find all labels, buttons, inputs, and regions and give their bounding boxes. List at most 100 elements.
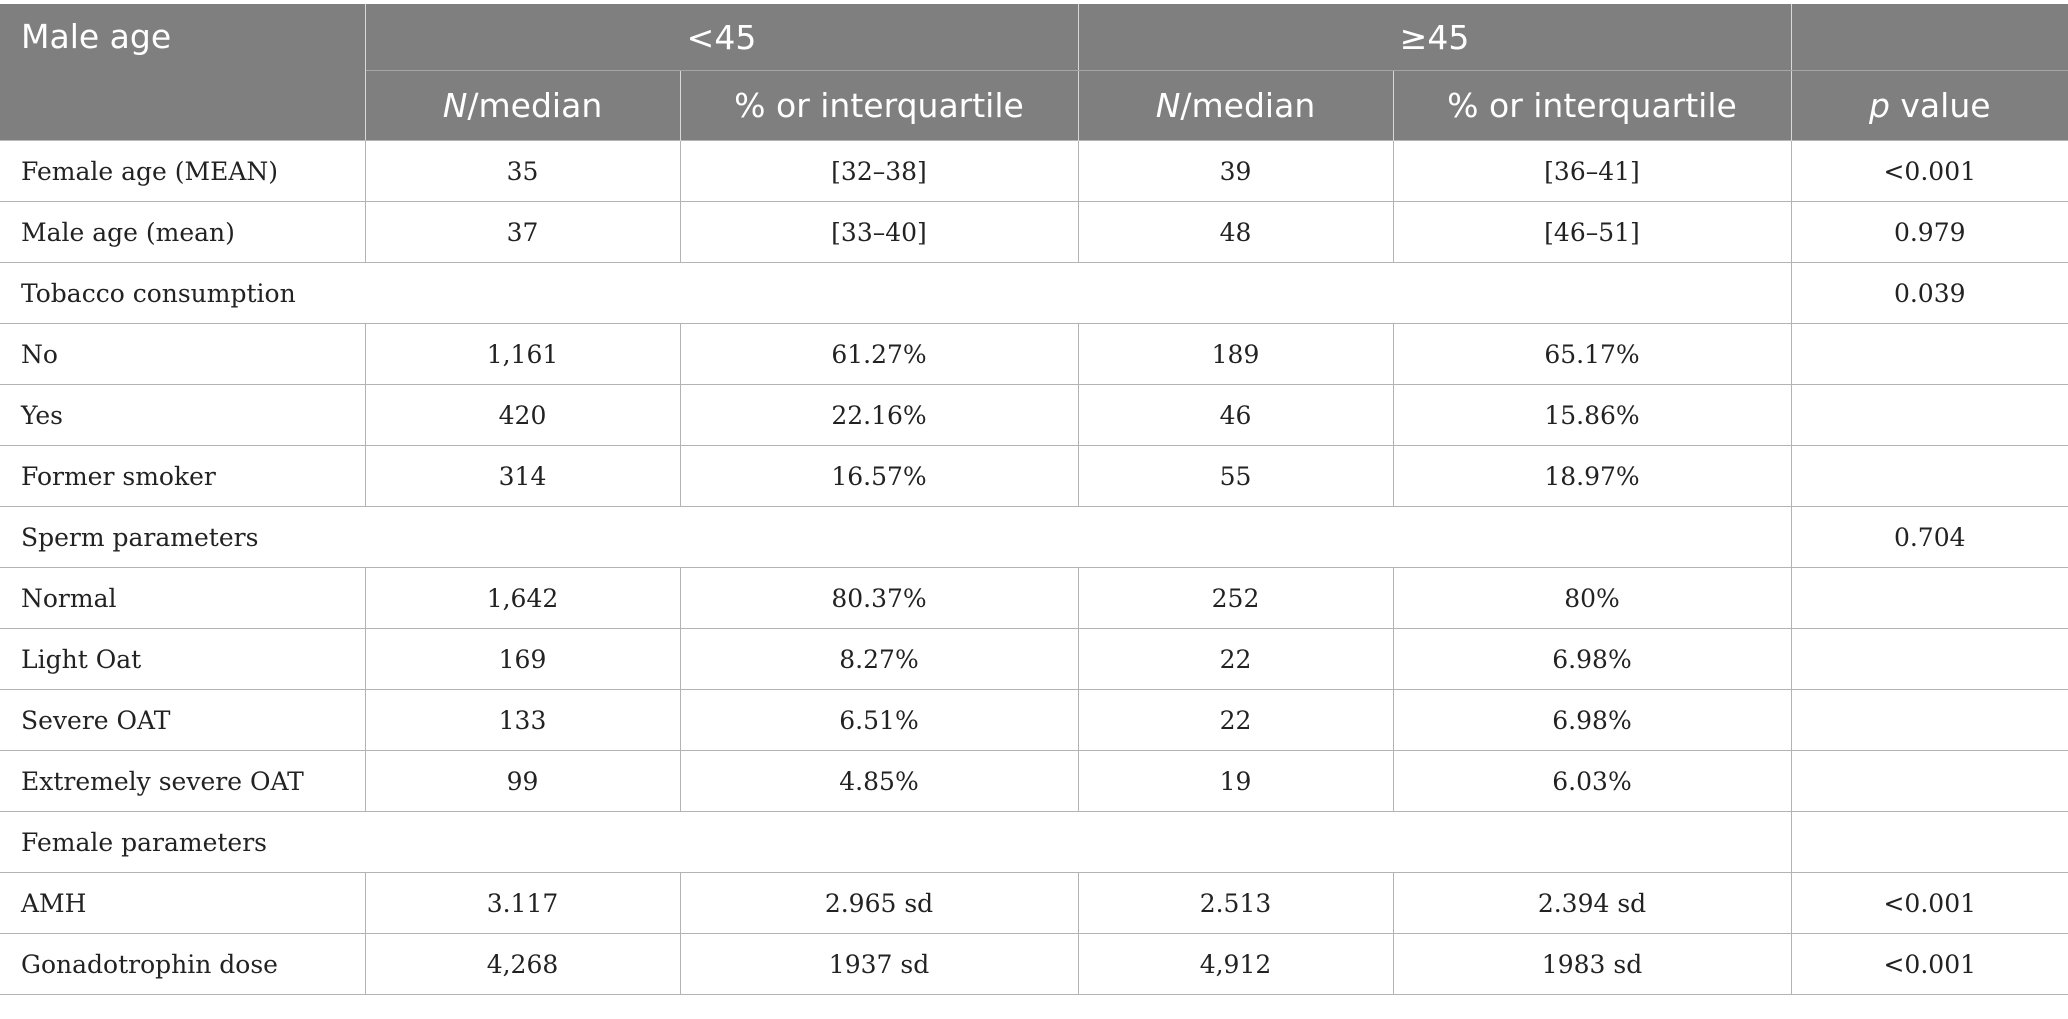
header-male-age: Male age (0, 4, 366, 141)
pct-iqr-ge45-cell: 80% (1392, 567, 1792, 629)
table-row: AMH 3.117 2.965 sd 2.513 2.394 sd <0.001 (0, 872, 2068, 934)
pct-iqr-ge45-cell: 6.98% (1392, 628, 1792, 690)
table-row: Extremely severe OAT 99 4.85% 19 6.03% (0, 750, 2068, 812)
p-value-cell (1790, 811, 2068, 873)
header-row-columns: N/median % or interquartile N/median % o… (0, 70, 2068, 141)
pct-iqr-lt45-cell: 6.51% (679, 689, 1079, 751)
row-label: No (0, 323, 366, 385)
n-median-lt45-cell: 169 (364, 628, 681, 690)
header-group-ge45: ≥45 (1077, 4, 1792, 71)
table-row: Former smoker 314 16.57% 55 18.97% (0, 445, 2068, 507)
n-median-lt45-cell: 37 (364, 201, 681, 263)
pct-iqr-ge45-cell: 2.394 sd (1392, 872, 1792, 934)
header-row-groups: Male age <45 ≥45 (0, 4, 2068, 141)
header-n-italic: N (442, 86, 468, 125)
row-label: Yes (0, 384, 366, 446)
n-median-lt45-cell: 420 (364, 384, 681, 446)
pct-iqr-ge45-cell: [36–41] (1392, 140, 1792, 202)
data-table-container: Male age <45 ≥45 N/median % or interquar… (0, 4, 2068, 995)
pct-iqr-lt45-cell: 16.57% (679, 445, 1079, 507)
pct-iqr-lt45-cell: 80.37% (679, 567, 1079, 629)
table-row: Light Oat 169 8.27% 22 6.98% (0, 628, 2068, 690)
header-p-value: p value (1790, 70, 2068, 141)
p-value-cell: <0.001 (1790, 933, 2068, 995)
pct-iqr-lt45-cell: 2.965 sd (679, 872, 1079, 934)
table-row: Female parameters (0, 811, 2068, 873)
table-body: Female age (MEAN) 35 [32–38] 39 [36–41] <0.00… (0, 140, 2068, 995)
p-value-cell (1790, 689, 2068, 751)
n-median-ge45-cell: 19 (1077, 750, 1394, 812)
table-row: Female age (MEAN) 35 [32–38] 39 [36–41] <0.00… (0, 140, 2068, 202)
table-row: Severe OAT 133 6.51% 22 6.98% (0, 689, 2068, 751)
header-median-text: /median (467, 86, 603, 125)
header-pct-iqr-ge45: % or interquartile (1392, 70, 1792, 141)
table-row: Sperm parameters 0.704 (0, 506, 2068, 568)
table-row: Tobacco consumption 0.039 (0, 262, 2068, 324)
row-label: Male age (mean) (0, 201, 366, 263)
row-label: AMH (0, 872, 366, 934)
pct-iqr-lt45-cell: 1937 sd (679, 933, 1079, 995)
section-label: Sperm parameters (0, 506, 1792, 568)
data-table: Male age <45 ≥45 N/median % or interquar… (0, 4, 2068, 995)
row-label: Light Oat (0, 628, 366, 690)
row-label: Gonadotrophin dose (0, 933, 366, 995)
pct-iqr-ge45-cell: 6.03% (1392, 750, 1792, 812)
row-label: Normal (0, 567, 366, 629)
pct-iqr-lt45-cell: 4.85% (679, 750, 1079, 812)
p-value-cell: <0.001 (1790, 872, 2068, 934)
p-value-cell: 0.979 (1790, 201, 2068, 263)
row-label: Female age (MEAN) (0, 140, 366, 202)
n-median-lt45-cell: 133 (364, 689, 681, 751)
pct-iqr-lt45-cell: 61.27% (679, 323, 1079, 385)
n-median-ge45-cell: 39 (1077, 140, 1394, 202)
pct-iqr-ge45-cell: [46–51] (1392, 201, 1792, 263)
header-group-lt45: <45 (364, 4, 1079, 71)
n-median-ge45-cell: 48 (1077, 201, 1394, 263)
n-median-ge45-cell: 22 (1077, 628, 1394, 690)
header-n-median-ge45: N/median (1077, 70, 1394, 141)
n-median-ge45-cell: 55 (1077, 445, 1394, 507)
pct-iqr-lt45-cell: 22.16% (679, 384, 1079, 446)
section-label: Female parameters (0, 811, 1792, 873)
p-value-cell (1790, 567, 2068, 629)
header-p-italic: p (1868, 86, 1890, 125)
n-median-ge45-cell: 4,912 (1077, 933, 1394, 995)
header-value-text: value (1889, 86, 1991, 125)
n-median-lt45-cell: 99 (364, 750, 681, 812)
row-label: Extremely severe OAT (0, 750, 366, 812)
p-value-cell (1790, 750, 2068, 812)
table-row: No 1,161 61.27% 189 65.17% (0, 323, 2068, 385)
header-n-italic: N (1155, 86, 1181, 125)
p-value-cell: 0.039 (1790, 262, 2068, 324)
pct-iqr-lt45-cell: [33–40] (679, 201, 1079, 263)
table-header: Male age <45 ≥45 N/median % or interquar… (0, 4, 2068, 141)
row-label: Severe OAT (0, 689, 366, 751)
p-value-cell (1790, 384, 2068, 446)
n-median-lt45-cell: 3.117 (364, 872, 681, 934)
n-median-lt45-cell: 314 (364, 445, 681, 507)
n-median-lt45-cell: 4,268 (364, 933, 681, 995)
p-value-cell (1790, 628, 2068, 690)
p-value-cell (1790, 445, 2068, 507)
header-median-text: /median (1180, 86, 1316, 125)
p-value-cell: <0.001 (1790, 140, 2068, 202)
n-median-lt45-cell: 1,642 (364, 567, 681, 629)
table-row: Gonadotrophin dose 4,268 1937 sd 4,912 1983 … (0, 933, 2068, 995)
pct-iqr-lt45-cell: [32–38] (679, 140, 1079, 202)
p-value-cell: 0.704 (1790, 506, 2068, 568)
header-pct-iqr-lt45: % or interquartile (679, 70, 1079, 141)
section-label: Tobacco consumption (0, 262, 1792, 324)
pct-iqr-ge45-cell: 15.86% (1392, 384, 1792, 446)
table-row: Male age (mean) 37 [33–40] 48 [46–51] 0.979 (0, 201, 2068, 263)
n-median-ge45-cell: 189 (1077, 323, 1394, 385)
n-median-ge45-cell: 2.513 (1077, 872, 1394, 934)
p-value-cell (1790, 323, 2068, 385)
pct-iqr-ge45-cell: 1983 sd (1392, 933, 1792, 995)
pct-iqr-ge45-cell: 6.98% (1392, 689, 1792, 751)
n-median-lt45-cell: 1,161 (364, 323, 681, 385)
pct-iqr-ge45-cell: 18.97% (1392, 445, 1792, 507)
n-median-ge45-cell: 22 (1077, 689, 1394, 751)
n-median-lt45-cell: 35 (364, 140, 681, 202)
table-row: Normal 1,642 80.37% 252 80% (0, 567, 2068, 629)
pct-iqr-lt45-cell: 8.27% (679, 628, 1079, 690)
